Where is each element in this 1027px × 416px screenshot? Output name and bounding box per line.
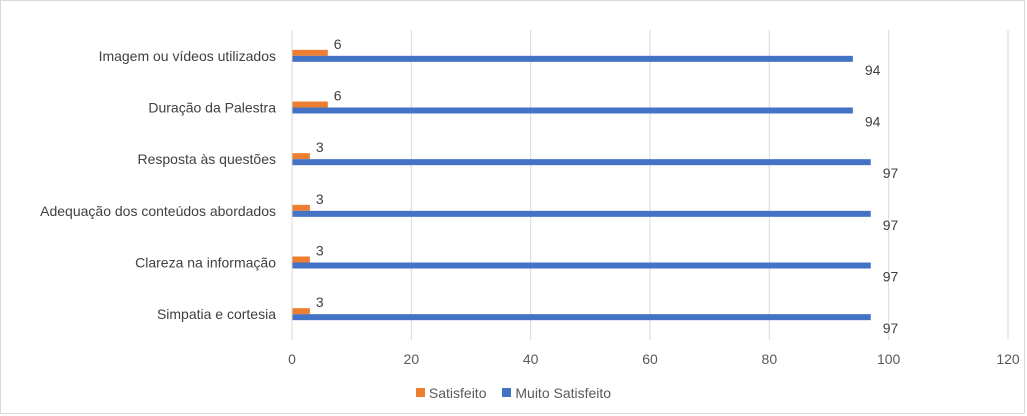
x-tick-label: 20: [404, 351, 420, 367]
data-label-muito-satisfeito: 94: [865, 62, 881, 78]
bar-muito-satisfeito: [292, 159, 871, 166]
legend-label-muito-satisfeito: Muito Satisfeito: [515, 384, 612, 401]
data-label-muito-satisfeito: 97: [883, 165, 899, 181]
bar-satisfeito: [292, 153, 310, 160]
bar-satisfeito: [292, 256, 310, 263]
data-label-muito-satisfeito: 97: [883, 217, 899, 233]
data-label-satisfeito: 6: [334, 88, 342, 104]
legend-swatch-muito-satisfeito: [502, 388, 512, 397]
category-label: Duração da Palestra: [148, 100, 276, 116]
legend-label-satisfeito: Satisfeito: [428, 384, 487, 401]
x-tick-label: 100: [877, 351, 901, 367]
data-label-satisfeito: 3: [316, 243, 324, 259]
bar-muito-satisfeito: [292, 314, 871, 321]
category-label: Imagem ou vídeos utilizados: [99, 48, 276, 64]
bar-satisfeito: [292, 204, 310, 211]
legend-item-satisfeito: Satisfeito: [415, 384, 487, 401]
legend: Satisfeito Muito Satisfeito: [0, 384, 1027, 401]
category-label: Resposta às questões: [137, 151, 276, 167]
bar-muito-satisfeito: [292, 210, 871, 217]
legend-swatch-satisfeito: [415, 388, 425, 397]
bar-satisfeito: [292, 49, 328, 56]
data-label-satisfeito: 3: [316, 294, 324, 310]
data-label-satisfeito: 3: [316, 191, 324, 207]
category-label: Clareza na informação: [135, 255, 276, 271]
category-label: Adequação dos conteúdos abordados: [40, 203, 276, 219]
data-label-muito-satisfeito: 94: [865, 114, 881, 130]
x-tick-label: 0: [288, 351, 296, 367]
bar-satisfeito: [292, 101, 328, 108]
data-label-muito-satisfeito: 97: [883, 269, 899, 285]
bar-muito-satisfeito: [292, 262, 871, 269]
bar-muito-satisfeito: [292, 55, 853, 62]
data-label-muito-satisfeito: 97: [883, 320, 899, 336]
bar-satisfeito: [292, 308, 310, 315]
data-label-satisfeito: 6: [334, 36, 342, 52]
x-tick-label: 60: [642, 351, 658, 367]
x-tick-label: 40: [523, 351, 539, 367]
bar-muito-satisfeito: [292, 107, 853, 114]
category-label: Simpatia e cortesia: [157, 306, 276, 322]
x-tick-label: 80: [762, 351, 778, 367]
data-label-satisfeito: 3: [316, 139, 324, 155]
x-tick-label: 120: [996, 351, 1020, 367]
legend-item-muito-satisfeito: Muito Satisfeito: [502, 385, 611, 401]
